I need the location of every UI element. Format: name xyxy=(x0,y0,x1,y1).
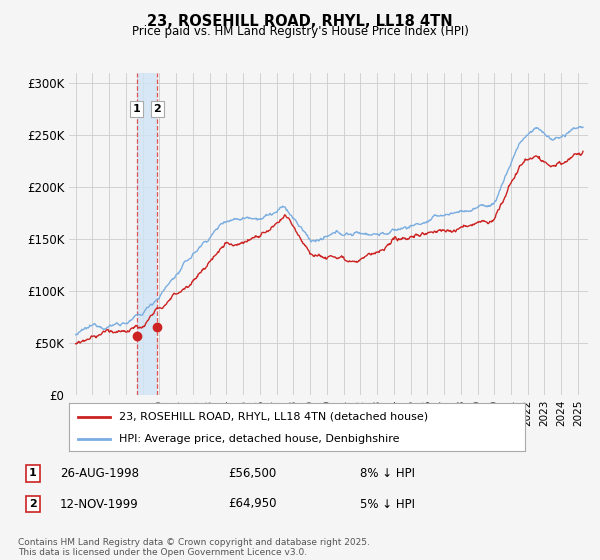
Text: £64,950: £64,950 xyxy=(228,497,277,511)
Text: 5% ↓ HPI: 5% ↓ HPI xyxy=(360,497,415,511)
Text: 8% ↓ HPI: 8% ↓ HPI xyxy=(360,466,415,480)
Text: 1: 1 xyxy=(29,468,37,478)
Text: £56,500: £56,500 xyxy=(228,466,276,480)
Text: 23, ROSEHILL ROAD, RHYL, LL18 4TN: 23, ROSEHILL ROAD, RHYL, LL18 4TN xyxy=(147,14,453,29)
Text: 12-NOV-1999: 12-NOV-1999 xyxy=(60,497,139,511)
Text: Price paid vs. HM Land Registry's House Price Index (HPI): Price paid vs. HM Land Registry's House … xyxy=(131,25,469,38)
Text: 2: 2 xyxy=(154,104,161,114)
Text: 26-AUG-1998: 26-AUG-1998 xyxy=(60,466,139,480)
Bar xyxy=(137,73,157,395)
Text: 2: 2 xyxy=(29,499,37,509)
Text: HPI: Average price, detached house, Denbighshire: HPI: Average price, detached house, Denb… xyxy=(119,434,400,444)
Text: 1: 1 xyxy=(133,104,140,114)
Text: 23, ROSEHILL ROAD, RHYL, LL18 4TN (detached house): 23, ROSEHILL ROAD, RHYL, LL18 4TN (detac… xyxy=(119,412,428,422)
Text: Contains HM Land Registry data © Crown copyright and database right 2025.
This d: Contains HM Land Registry data © Crown c… xyxy=(18,538,370,557)
